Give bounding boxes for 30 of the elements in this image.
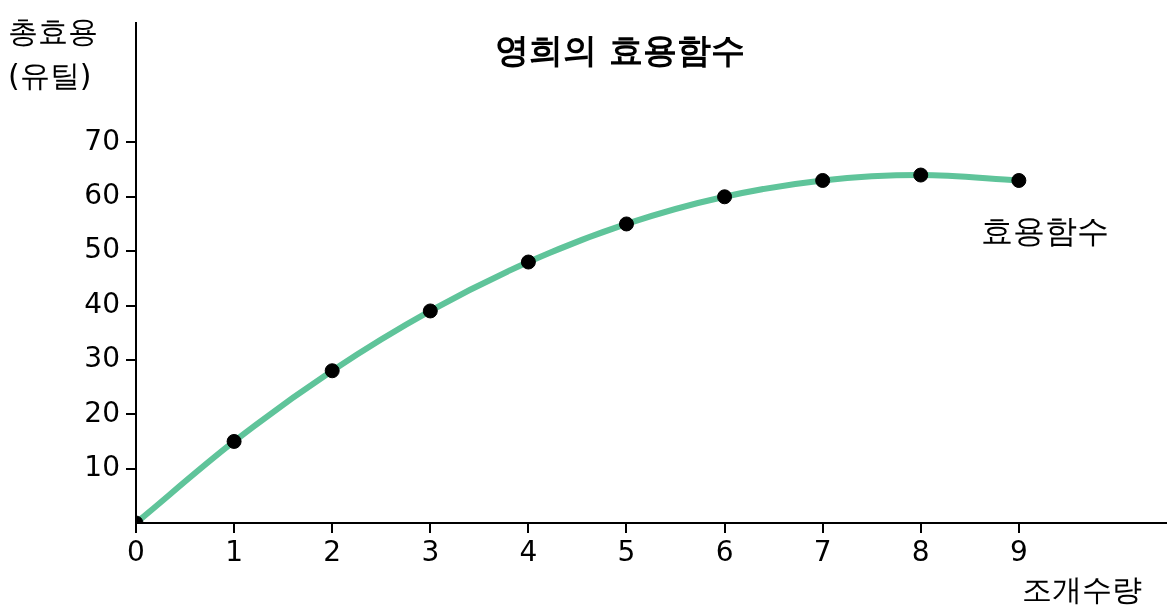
point	[520, 254, 536, 270]
x-axis-title: 조개수량	[1022, 572, 1142, 607]
x-tick-label: 0	[127, 535, 145, 569]
y-tick-label: 70	[84, 123, 120, 157]
point	[324, 363, 340, 379]
x-tick-label: 6	[715, 535, 734, 569]
x-tick-label: 1	[225, 535, 244, 569]
y-tick-label: 20	[84, 395, 120, 429]
x-tick-label: 4	[519, 535, 538, 569]
y-tick-label: 30	[84, 341, 120, 375]
y-tick-label: 50	[84, 232, 120, 266]
y-tick-label: 60	[84, 178, 120, 212]
x-tick-label: 7	[813, 535, 832, 569]
x-tick-label: 3	[421, 535, 440, 569]
point	[422, 303, 438, 319]
point	[717, 189, 733, 205]
y-tick-label: 10	[84, 449, 120, 483]
point	[226, 433, 242, 449]
x-tick-label: 9	[1009, 535, 1028, 569]
chart-title: 영희의 효용함수	[495, 30, 745, 70]
x-tick-label: 8	[911, 535, 930, 569]
point	[1011, 172, 1027, 188]
x-tick-label: 2	[323, 535, 342, 569]
y-axis-title: 총효용 (유틸)	[8, 14, 98, 93]
y-tick-label: 40	[84, 286, 120, 320]
point	[913, 167, 929, 183]
point	[618, 216, 634, 232]
series-label: 효용함수	[980, 212, 1109, 251]
x-tick-label: 5	[617, 535, 636, 569]
point	[815, 172, 831, 188]
